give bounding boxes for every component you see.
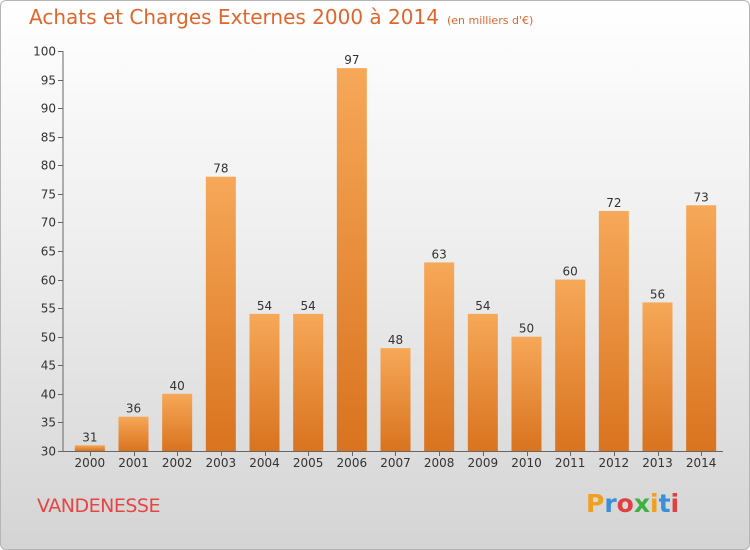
chart-title: Achats et Charges Externes 2000 à 2014 (e… — [29, 5, 533, 29]
data-label: 54 — [301, 299, 316, 313]
x-tick-label: 2012 — [599, 456, 630, 470]
data-label: 31 — [82, 430, 97, 444]
y-tick-label: 35 — [41, 416, 56, 430]
bar-chart: 30 35 40 45 50 55 60 65 70 75 80 85 90 95 100 2000 2001 2… — [33, 45, 723, 470]
y-tick-label: 75 — [41, 188, 56, 202]
data-label: 48 — [388, 333, 403, 347]
bar — [424, 262, 455, 451]
y-tick-label: 80 — [41, 159, 56, 173]
proxiti-logo: Proxiti — [586, 489, 680, 518]
y-tick-label: 50 — [41, 331, 56, 345]
x-tick-label: 2005 — [293, 456, 324, 470]
bar — [642, 302, 673, 451]
data-label: 40 — [170, 379, 185, 393]
x-tick-label: 2014 — [686, 456, 717, 470]
x-tick-label: 2003 — [206, 456, 237, 470]
x-tick-label: 2013 — [642, 456, 673, 470]
y-tick-label: 100 — [33, 45, 56, 59]
data-label: 56 — [650, 287, 665, 301]
bar — [686, 205, 717, 451]
data-label: 50 — [519, 322, 534, 336]
x-tick-label: 2000 — [75, 456, 106, 470]
x-tick-label: 2010 — [511, 456, 542, 470]
bar — [249, 313, 280, 451]
data-label: 97 — [344, 53, 359, 67]
y-tick-label: 90 — [41, 102, 56, 116]
y-tick-label: 40 — [41, 388, 56, 402]
chart-unit: (en milliers d'€) — [446, 14, 534, 27]
bar — [380, 348, 411, 451]
data-label: 63 — [432, 247, 447, 261]
x-tick-label: 2001 — [118, 456, 149, 470]
data-label: 60 — [563, 265, 578, 279]
data-label: 78 — [213, 162, 228, 176]
y-tick-label: 70 — [41, 216, 56, 230]
x-tick-label: 2011 — [555, 456, 586, 470]
x-tick-label: 2009 — [468, 456, 499, 470]
bar — [74, 445, 105, 451]
x-tick-label: 2007 — [380, 456, 411, 470]
bar — [467, 313, 498, 451]
commune-name: VANDENESSE — [37, 495, 160, 517]
bar — [336, 68, 367, 452]
data-label: 36 — [126, 402, 141, 416]
x-tick-label: 2002 — [162, 456, 193, 470]
y-tick-label: 95 — [41, 74, 56, 88]
x-tick-label: 2006 — [337, 456, 368, 470]
bar — [162, 393, 193, 451]
x-tick-label: 2008 — [424, 456, 455, 470]
y-tick-label: 60 — [41, 274, 56, 288]
data-label: 72 — [606, 196, 621, 210]
y-tick-label: 55 — [41, 302, 56, 316]
bar — [118, 416, 149, 451]
y-tick-label: 45 — [41, 359, 56, 373]
data-label: 54 — [257, 299, 272, 313]
bar — [511, 336, 542, 451]
x-tick-label: 2004 — [249, 456, 280, 470]
y-tick-label: 30 — [41, 445, 56, 459]
bar — [205, 176, 236, 451]
y-tick-label: 65 — [41, 245, 56, 259]
chart-title-text: Achats et Charges Externes 2000 à 2014 — [29, 5, 439, 29]
bar — [598, 211, 629, 451]
bar — [555, 279, 586, 451]
data-label: 54 — [475, 299, 490, 313]
y-tick-label: 85 — [41, 131, 56, 145]
bar — [293, 313, 324, 451]
data-label: 73 — [694, 190, 709, 204]
